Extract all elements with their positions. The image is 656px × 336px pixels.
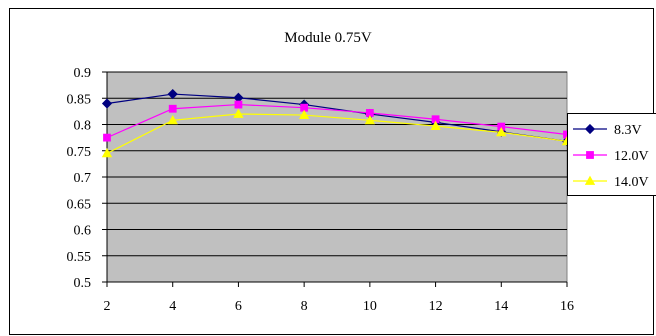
y-tick-label: 0.55: [67, 250, 92, 265]
legend-label: 8.3V: [614, 123, 642, 138]
legend-marker: [586, 151, 594, 159]
legend-marker: [584, 123, 596, 135]
chart-title: Module 0.75V: [284, 30, 372, 46]
x-tick-label: 6: [235, 299, 242, 314]
data-point: [101, 148, 113, 158]
x-tick-label: 4: [169, 299, 176, 314]
x-tick-label: 12: [429, 299, 443, 314]
data-point: [167, 88, 178, 100]
series-line: [106, 93, 568, 142]
legend-label: 14.0V: [614, 175, 649, 190]
y-tick-label: 0.9: [74, 66, 92, 81]
x-tick-label: 14: [494, 299, 508, 314]
y-tick-label: 0.7: [74, 171, 92, 186]
legend-entry: 12.0V: [573, 149, 649, 164]
series-line: [106, 103, 568, 139]
x-tick-label: 10: [363, 299, 377, 314]
y-tick-label: 0.8: [74, 119, 92, 134]
y-tick-label: 0.65: [67, 197, 92, 212]
data-point: [496, 127, 507, 137]
data-point: [298, 109, 310, 119]
y-tick-label: 0.6: [74, 224, 92, 239]
data-point: [103, 133, 111, 142]
data-point: [167, 114, 178, 125]
x-tick-label: 8: [301, 299, 308, 314]
data-point: [364, 114, 376, 125]
x-tick-label: 2: [104, 299, 111, 314]
grid-lines: [107, 71, 567, 283]
x-tick-label: 16: [560, 299, 574, 314]
data-point: [101, 98, 113, 109]
y-tick-label: 0.5: [74, 276, 92, 291]
data-point: [168, 104, 177, 113]
axes: 0.5 0.55 0.6 0.65 0.7 0.75 0.8 0.85 0.9 2 4 6 8 10 12 1…: [67, 66, 575, 314]
data-point: [233, 108, 244, 118]
data-point: [234, 100, 243, 109]
legend: 8.3V 12.0V 14.0V: [567, 113, 656, 196]
y-tick-label: 0.75: [67, 145, 92, 160]
legend-entry: 8.3V: [573, 123, 642, 138]
series-line: [106, 113, 568, 154]
legend-marker: [584, 175, 596, 185]
y-tick-label: 0.85: [67, 92, 92, 107]
legend-entry: 14.0V: [573, 175, 649, 190]
data-point: [430, 120, 441, 130]
legend-label: 12.0V: [614, 149, 649, 164]
